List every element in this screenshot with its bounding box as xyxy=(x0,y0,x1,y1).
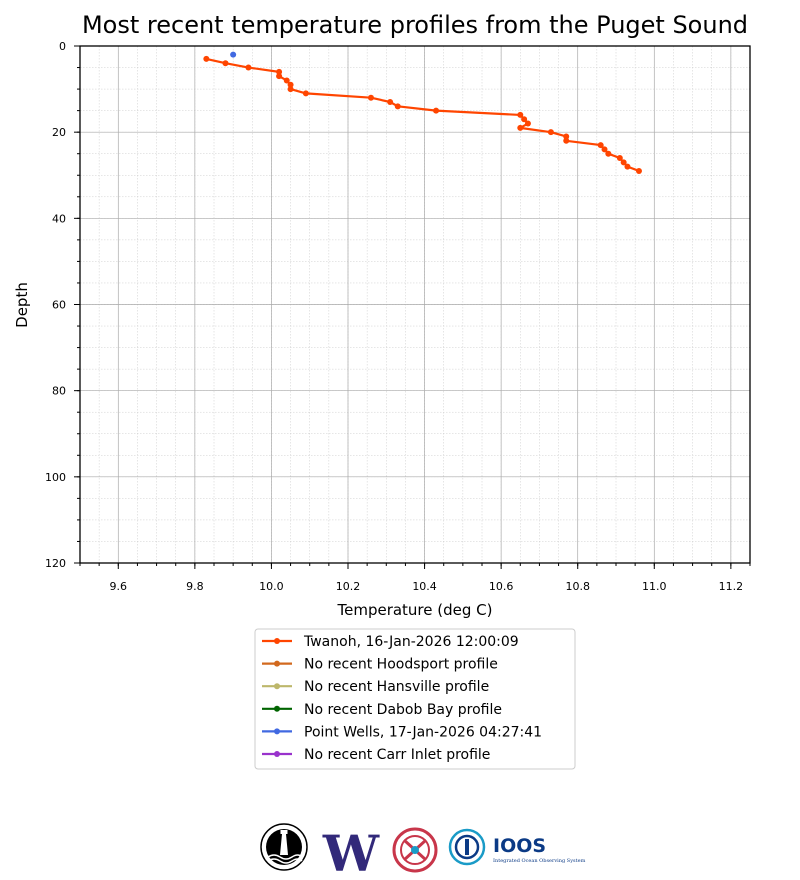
legend: Twanoh, 16-Jan-2026 12:00:09 No recent Ho… xyxy=(254,628,576,770)
data-point xyxy=(605,150,612,157)
legend-marker-5 xyxy=(274,751,280,757)
y-tick-label: 0 xyxy=(59,40,66,53)
data-point xyxy=(635,167,642,174)
legend-marker-3 xyxy=(274,705,280,712)
data-point xyxy=(601,146,608,153)
data-point xyxy=(563,137,570,144)
data-point xyxy=(387,99,394,106)
data-point xyxy=(521,116,528,123)
axis-ticks: 9.6 9.8 10.0 10.2 10.4 10.6 10.8 11.0 11.2 0 20 40 6… xyxy=(45,40,751,593)
legend-marker-0 xyxy=(274,638,280,644)
uw-logo: W xyxy=(322,824,380,880)
data-point xyxy=(276,68,283,75)
legend-label-0: Twanoh, 16-Jan-2026 12:00:09 xyxy=(303,634,519,650)
y-tick-label: 100 xyxy=(45,471,66,484)
legend-label-4: Point Wells, 17-Jan-2026 04:27:41 xyxy=(304,724,542,740)
legend-label-5: No recent Carr Inlet profile xyxy=(304,747,490,763)
series-layer xyxy=(203,51,642,174)
svg-text:W: W xyxy=(322,824,380,880)
data-point xyxy=(276,73,283,80)
data-point xyxy=(597,142,604,149)
data-point xyxy=(563,133,570,140)
data-point xyxy=(230,51,237,58)
x-tick-label: 10.8 xyxy=(565,580,590,593)
svg-text:IOOS: IOOS xyxy=(493,835,546,857)
x-tick-label: 10.0 xyxy=(259,580,284,593)
legend-label-2: No recent Hansville profile xyxy=(304,679,489,695)
chart-title: Most recent temperature profiles from th… xyxy=(82,11,748,39)
data-point xyxy=(517,111,524,118)
logos: W IOOS Integrated Ocean Observing System xyxy=(260,823,586,880)
data-point xyxy=(624,163,631,170)
y-tick-label: 40 xyxy=(52,212,66,225)
data-point xyxy=(203,55,210,62)
lighthouse-seal-logo xyxy=(260,823,308,871)
x-tick-label: 10.2 xyxy=(336,580,361,593)
legend-box xyxy=(254,628,576,770)
legend-marker-1 xyxy=(274,660,280,667)
knot-emblem-logo xyxy=(392,827,438,873)
y-tick-label: 60 xyxy=(52,299,66,312)
data-point xyxy=(287,86,294,93)
data-point xyxy=(547,129,554,136)
data-point xyxy=(620,159,627,166)
data-point xyxy=(287,81,294,88)
x-tick-label: 10.6 xyxy=(489,580,514,593)
x-tick-label: 9.6 xyxy=(110,580,128,593)
data-point xyxy=(245,64,252,71)
x-tick-label: 9.8 xyxy=(186,580,204,593)
legend-label-1: No recent Hoodsport profile xyxy=(304,657,498,673)
y-tick-label: 80 xyxy=(52,385,66,398)
x-axis-title: Temperature (deg C) xyxy=(336,601,492,619)
data-point xyxy=(517,124,524,131)
svg-text:Integrated Ocean Observing Sys: Integrated Ocean Observing System xyxy=(493,858,586,864)
grid xyxy=(79,45,751,564)
data-point xyxy=(433,107,440,114)
y-tick-label: 120 xyxy=(45,557,66,570)
data-point xyxy=(283,77,290,84)
data-point xyxy=(616,155,623,162)
data-point xyxy=(302,90,309,97)
legend-label-3: No recent Dabob Bay profile xyxy=(304,702,502,718)
x-tick-label: 10.4 xyxy=(412,580,437,593)
y-axis-title: Depth xyxy=(13,282,31,328)
data-point xyxy=(524,120,531,127)
data-point xyxy=(222,60,229,67)
data-point xyxy=(394,103,401,110)
legend-marker-4 xyxy=(274,728,280,735)
x-tick-label: 11.0 xyxy=(642,580,667,593)
x-tick-label: 11.2 xyxy=(719,580,744,593)
ioos-logo: IOOS Integrated Ocean Observing System xyxy=(448,828,586,866)
y-tick-label: 20 xyxy=(52,126,66,139)
legend-marker-2 xyxy=(274,683,280,690)
data-point xyxy=(367,94,374,101)
